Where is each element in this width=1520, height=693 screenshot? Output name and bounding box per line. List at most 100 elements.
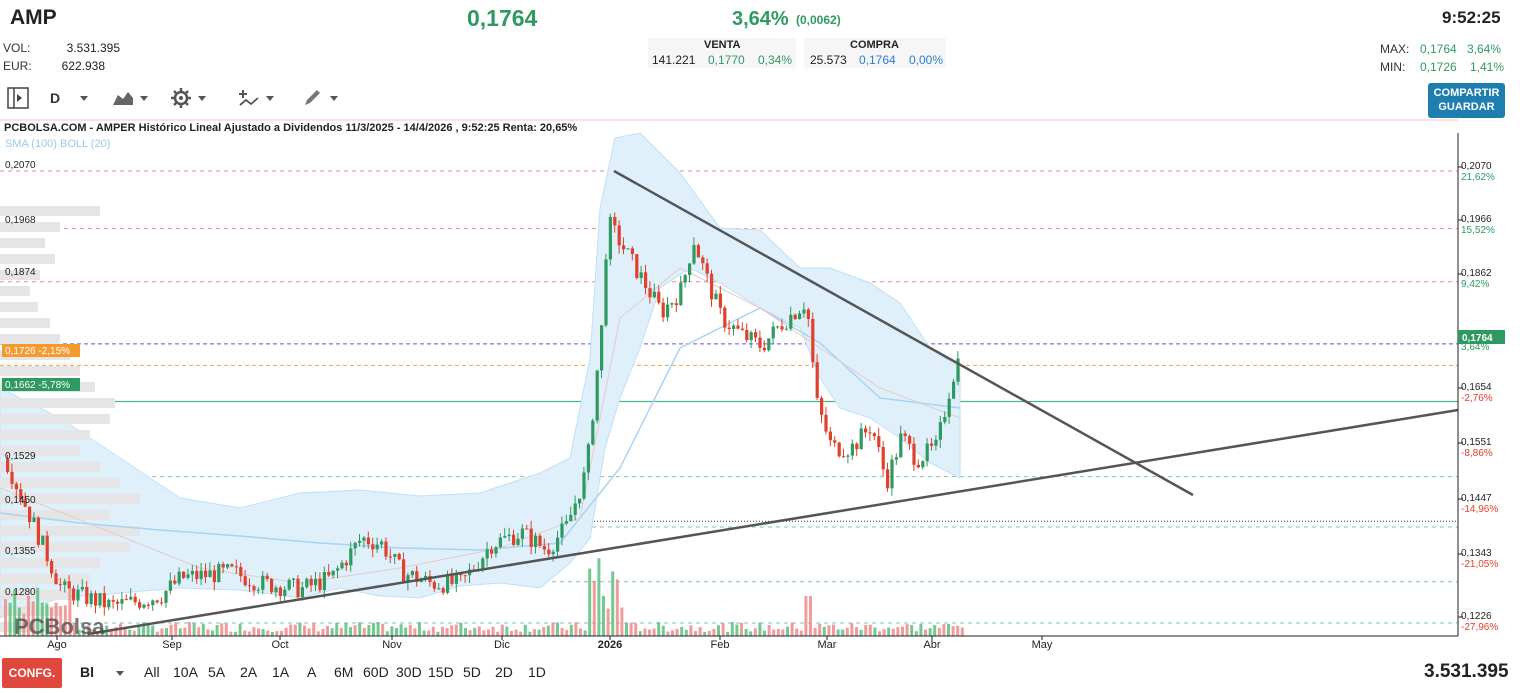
volume-bar: [887, 627, 891, 636]
volume-bar: [376, 622, 380, 636]
volume-bar: [234, 631, 237, 636]
volume-bar: [960, 627, 964, 636]
right-axis-price: 0,1447: [1461, 493, 1492, 504]
volume-bar: [385, 631, 389, 636]
volume-bar: [726, 631, 730, 636]
volume-bar: [675, 628, 679, 636]
candle-body: [133, 596, 137, 603]
volume-profile-bar: [0, 494, 140, 504]
volume-bar: [882, 629, 886, 636]
candle-body: [195, 570, 199, 579]
volume-bar: [643, 628, 647, 636]
candle-body: [199, 570, 203, 579]
eur-label: EUR:: [3, 59, 32, 73]
draw-tools-select[interactable]: [302, 86, 338, 110]
right-axis-price: 0,1551: [1461, 437, 1492, 448]
volume-bar: [588, 568, 592, 636]
candle-body: [380, 541, 384, 545]
range-2a[interactable]: 2A: [240, 664, 258, 680]
volume-bar: [206, 629, 210, 636]
volume-bar: [505, 626, 509, 636]
candle-body: [358, 540, 362, 543]
volume-bar: [758, 622, 762, 636]
candle-body: [802, 309, 806, 314]
volume-bar: [523, 624, 527, 636]
volume-bar: [404, 627, 408, 636]
right-axis-price: 0,1226: [1461, 611, 1492, 622]
right-axis-pct: 15,52%: [1461, 225, 1495, 236]
volume-bar: [31, 601, 35, 636]
candle-body: [375, 544, 379, 550]
volume-bar: [468, 630, 472, 636]
range-2d[interactable]: 2D: [495, 664, 513, 680]
range-5d[interactable]: 5D: [463, 664, 481, 680]
indicators-select[interactable]: [238, 86, 274, 110]
candle-body: [102, 593, 106, 608]
candle-body: [604, 259, 608, 326]
candle-body: [186, 574, 190, 578]
range-30d[interactable]: 30D: [396, 664, 422, 680]
range-a[interactable]: A: [307, 664, 317, 680]
max-price: 0,1764: [1420, 42, 1457, 56]
volume-bar: [638, 631, 642, 636]
range-60d[interactable]: 60D: [363, 664, 389, 680]
settings-select[interactable]: [170, 86, 206, 110]
range-5a[interactable]: 5A: [208, 664, 226, 680]
share-save-button[interactable]: COMPARTIR GUARDAR: [1428, 83, 1505, 118]
candle-body: [679, 282, 683, 306]
range-15d[interactable]: 15D: [428, 664, 454, 680]
x-tick-label: 2026: [598, 639, 622, 651]
volume-bar: [280, 630, 283, 636]
volume-bar: [50, 607, 53, 636]
candle-body: [925, 443, 929, 462]
volume-bar: [464, 628, 467, 636]
volume-bar: [17, 607, 21, 636]
candle-body: [28, 506, 32, 523]
candle-body: [494, 547, 498, 554]
resistance-trendline: [613, 169, 1194, 497]
candle-body: [507, 534, 511, 537]
price-chart[interactable]: PCBOLSA.COM - AMPER Histórico Lineal Aju…: [0, 118, 1520, 656]
volume-bar: [335, 622, 339, 636]
volume-bar: [767, 624, 771, 636]
candle-body: [490, 549, 494, 554]
left-axis-price: 0,2070: [5, 160, 36, 171]
toggle-panel-button[interactable]: [6, 86, 30, 110]
volume-bar: [257, 628, 260, 636]
volume-bar: [684, 629, 688, 636]
range-10a[interactable]: 10A: [173, 664, 198, 680]
candle-body: [397, 554, 401, 560]
last-price: 0,1764: [467, 5, 538, 31]
volume-bar: [583, 630, 587, 636]
candle-body: [221, 564, 225, 568]
range-all[interactable]: All: [144, 664, 160, 680]
candle-body: [322, 572, 326, 591]
volume-bar: [243, 630, 247, 636]
period-select[interactable]: D: [50, 86, 89, 110]
range-1d[interactable]: 1D: [528, 664, 546, 680]
volume-bar: [786, 626, 789, 636]
chart-type-select[interactable]: [112, 86, 148, 110]
chevron-down-icon: [140, 95, 148, 101]
volume-bar: [519, 631, 523, 636]
config-button[interactable]: CONFG.: [2, 658, 62, 688]
volume-bar: [924, 629, 927, 636]
prev-close-label: 0,1726 -2,15%: [5, 346, 70, 357]
range-6m[interactable]: 6M: [334, 664, 354, 680]
volume-bar: [896, 627, 900, 636]
right-axis-pct: -2,76%: [1461, 393, 1493, 404]
candle-body: [270, 579, 274, 593]
range-1a[interactable]: 1A: [272, 664, 290, 680]
volume-bar: [275, 631, 279, 636]
indicators-icon: [239, 90, 259, 106]
volume-bar: [795, 628, 799, 636]
candle-body: [886, 469, 890, 489]
candle-body: [820, 397, 824, 415]
candle-body: [54, 573, 58, 585]
candle-body: [142, 604, 146, 608]
volume-bar: [763, 630, 766, 636]
compra-label: COMPRA: [850, 39, 899, 51]
chart-mode-select[interactable]: Bl: [80, 664, 124, 680]
candle-body: [67, 581, 71, 589]
volume-bar: [569, 624, 573, 636]
